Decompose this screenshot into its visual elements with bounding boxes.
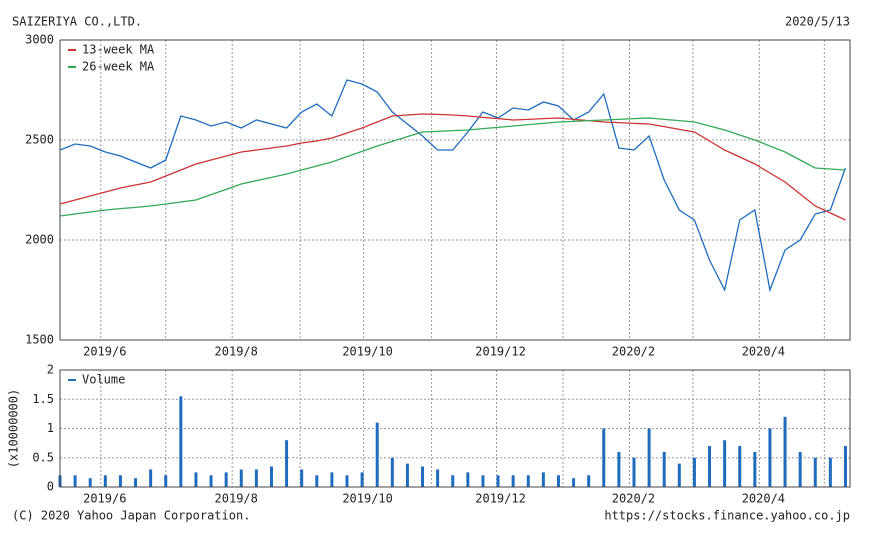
x-tick-label: 2019/8 xyxy=(215,345,258,359)
volume-bar xyxy=(375,422,379,487)
volume-bar xyxy=(134,478,138,487)
volume-bar xyxy=(239,469,243,487)
price-line xyxy=(59,117,846,217)
volume-bar xyxy=(511,475,515,487)
legend-label: 26-week MA xyxy=(82,60,155,74)
x-tick-label: 2020/2 xyxy=(612,345,655,359)
x-tick-label: 2019/10 xyxy=(342,345,393,359)
legend-label: 13-week MA xyxy=(82,43,155,57)
volume-bar xyxy=(602,428,606,487)
volume-bar xyxy=(315,475,319,487)
volume-bar xyxy=(828,457,832,487)
volume-bar xyxy=(451,475,455,487)
volume-bar xyxy=(541,472,545,487)
volume-bar xyxy=(118,475,122,487)
y-tick-label: 2 xyxy=(47,363,54,377)
volume-bar xyxy=(421,466,425,487)
volume-bar xyxy=(330,472,334,487)
y-tick-label: 3000 xyxy=(25,33,54,47)
volume-bar xyxy=(813,457,817,487)
volume-bar xyxy=(617,451,621,487)
volume-bar xyxy=(88,478,92,487)
volume-bar xyxy=(300,469,304,487)
volume-bar xyxy=(662,451,666,487)
volume-bar xyxy=(103,475,107,487)
volume-bar xyxy=(194,472,198,487)
volume-bar xyxy=(692,457,696,487)
volume-bar xyxy=(783,416,787,487)
y-axis-label: (x10000000) xyxy=(7,389,21,468)
y-tick-label: 0.5 xyxy=(32,450,54,464)
volume-bar xyxy=(526,475,530,487)
volume-bar xyxy=(254,469,258,487)
volume-bar xyxy=(572,478,576,487)
plot-frame xyxy=(59,39,851,341)
volume-bar xyxy=(753,451,757,487)
x-tick-label: 2020/2 xyxy=(612,492,655,506)
volume-bar xyxy=(345,475,349,487)
plot-area xyxy=(60,370,850,487)
volume-bar xyxy=(73,475,77,487)
y-tick-label: 2000 xyxy=(25,233,54,247)
volume-bar xyxy=(209,475,213,487)
volume-bar xyxy=(466,472,470,487)
x-tick-label: 2019/6 xyxy=(83,345,126,359)
volume-bar xyxy=(587,475,591,487)
volume-bar xyxy=(164,475,168,487)
source-url: https://stocks.finance.yahoo.co.jp xyxy=(604,509,850,523)
x-tick-label: 2019/10 xyxy=(342,492,393,506)
copyright: (C) 2020 Yahoo Japan Corporation. xyxy=(12,509,250,523)
y-tick-label: 0 xyxy=(47,480,54,494)
company-name: SAIZERIYA CO.,LTD. xyxy=(12,15,142,29)
volume-bar xyxy=(843,446,847,487)
volume-bar xyxy=(556,475,560,487)
volume-bar xyxy=(798,451,802,487)
x-tick-label: 2019/8 xyxy=(215,492,258,506)
volume-bar xyxy=(224,472,228,487)
volume-bar xyxy=(179,396,183,487)
x-tick-label: 2019/12 xyxy=(475,345,526,359)
volume-bar xyxy=(481,475,485,487)
volume-bar xyxy=(738,446,742,487)
volume-bar xyxy=(405,463,409,487)
x-tick-label: 2020/4 xyxy=(742,492,785,506)
x-tick-label: 2020/4 xyxy=(742,345,785,359)
price-line xyxy=(59,79,847,293)
y-tick-label: 1 xyxy=(47,421,54,435)
volume-bar xyxy=(269,466,273,487)
volume-bar xyxy=(285,440,289,487)
volume-bar xyxy=(647,428,651,487)
x-tick-label: 2019/12 xyxy=(475,492,526,506)
volume-bar xyxy=(708,446,712,487)
volume-bar xyxy=(436,469,440,487)
chart-date: 2020/5/13 xyxy=(785,15,850,29)
volume-bar xyxy=(360,472,364,487)
volume-bar xyxy=(677,463,681,487)
volume-bar xyxy=(632,457,636,487)
volume-bar xyxy=(496,475,500,487)
volume-bar xyxy=(768,428,772,487)
legend-label: Volume xyxy=(82,373,125,387)
volume-bar xyxy=(149,469,153,487)
volume-bar xyxy=(723,440,727,487)
y-tick-label: 1500 xyxy=(25,333,54,347)
y-tick-label: 1.5 xyxy=(32,392,54,406)
y-tick-label: 2500 xyxy=(25,133,54,147)
plot-frame xyxy=(59,369,851,488)
volume-bar xyxy=(390,457,394,487)
x-tick-label: 2019/6 xyxy=(83,492,126,506)
plot-area xyxy=(60,40,850,340)
price-line xyxy=(59,113,846,221)
